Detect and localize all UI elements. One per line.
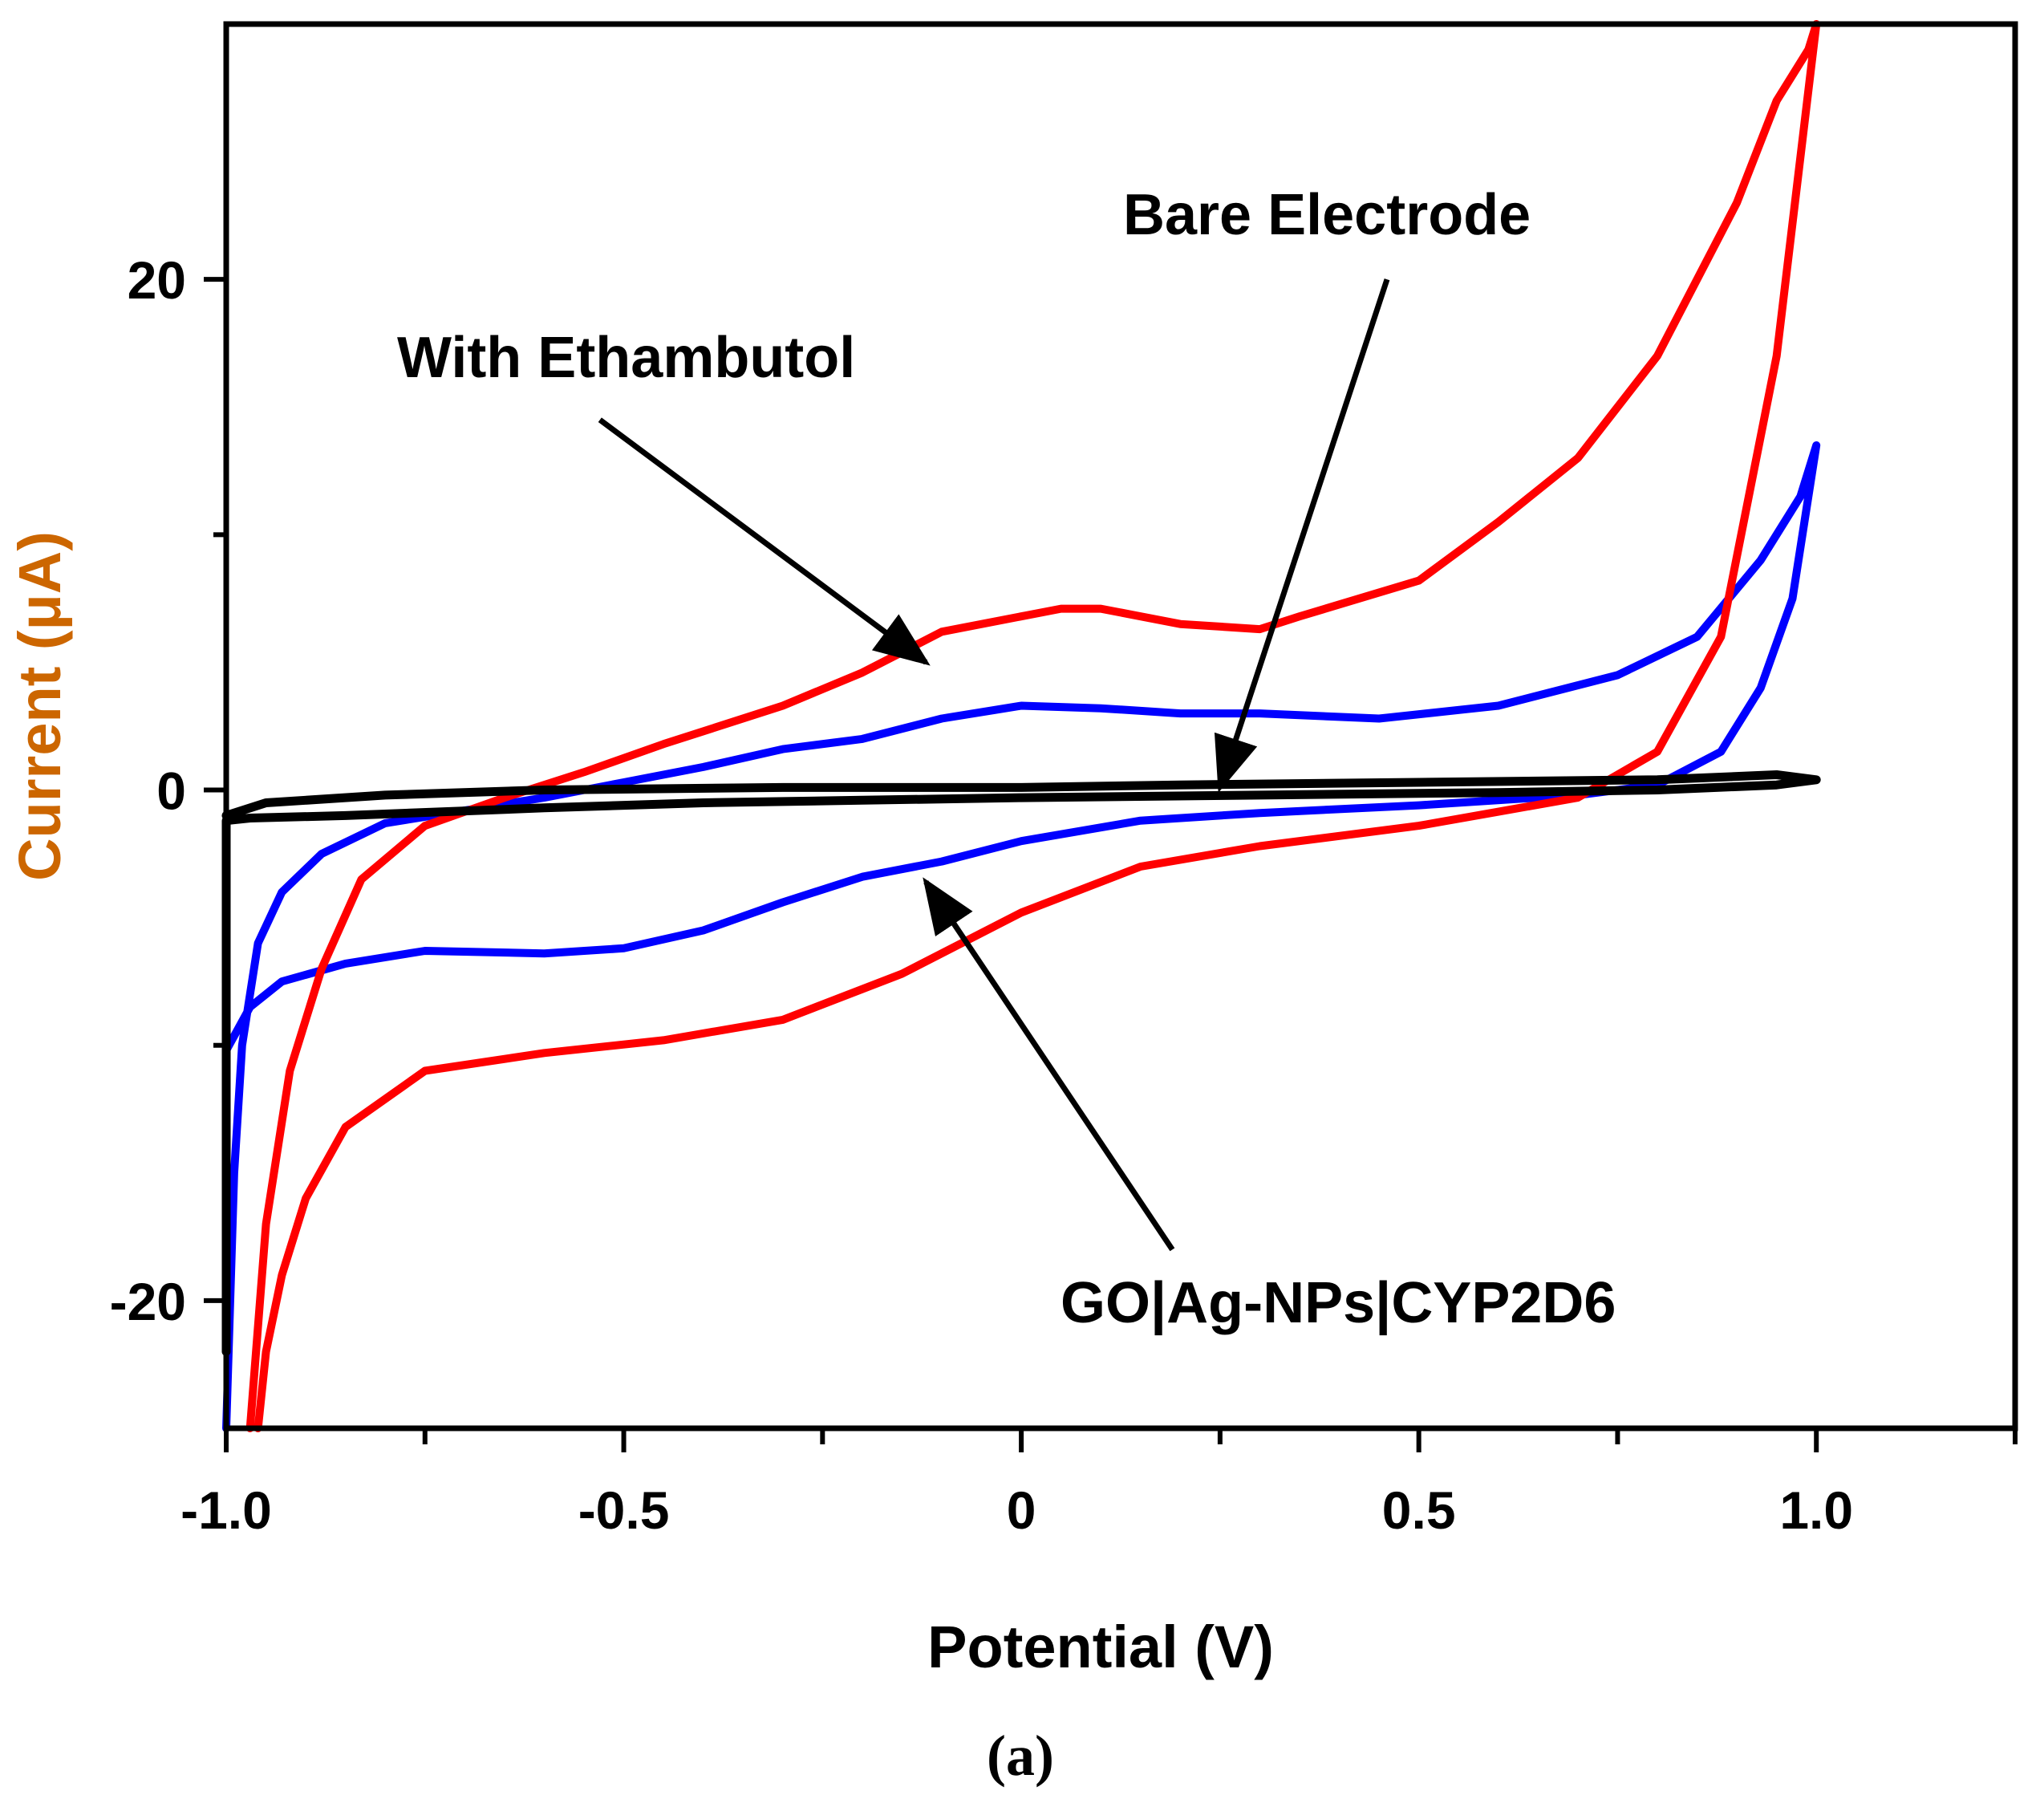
x-tick-label: -0.5 xyxy=(578,1480,670,1540)
annotation-with-ethambutol: With Ethambutol xyxy=(397,326,855,390)
x-tick-label: -1.0 xyxy=(180,1480,272,1540)
x-tick-label: 0 xyxy=(1007,1480,1036,1540)
annotation-bare-electrode: Bare Electrode xyxy=(1123,183,1531,247)
y-axis-label: Current (μA) xyxy=(6,531,73,881)
y-tick-label: 0 xyxy=(156,761,186,821)
y-tick-label: -20 xyxy=(110,1272,186,1331)
x-tick-label: 1.0 xyxy=(1779,1480,1853,1540)
x-axis-label: Potential (V) xyxy=(927,1614,1274,1680)
annotation-arrow-go-ag-nps-cyp2d6 xyxy=(923,877,1175,1252)
annotation-go-ag-nps-cyp2d6: GO|Ag-NPs|CYP2D6 xyxy=(1061,1271,1616,1335)
x-tick-label: 0.5 xyxy=(1382,1480,1456,1540)
annotation-arrow-bare-electrode xyxy=(1214,278,1390,794)
y-tick-label: 20 xyxy=(128,250,186,310)
plot-frame xyxy=(223,21,2018,1431)
series-line-bare-electrode xyxy=(221,770,1821,1356)
series-line-with-ethambutol xyxy=(245,20,1821,1432)
panel-label: (a) xyxy=(987,1724,1054,1788)
annotation-arrow-with-ethambutol xyxy=(598,417,931,666)
